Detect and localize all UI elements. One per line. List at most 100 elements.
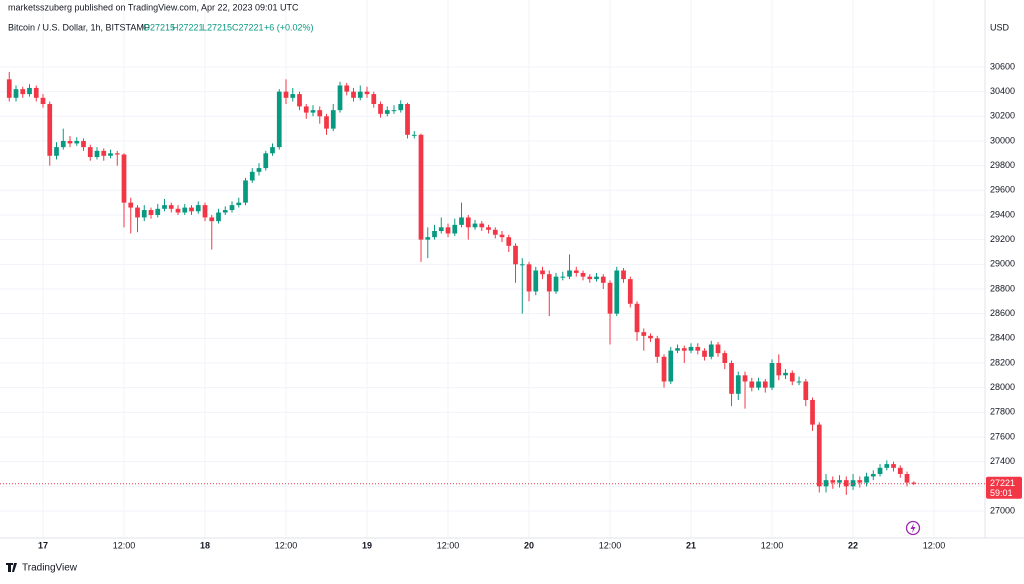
candle-body bbox=[290, 94, 296, 98]
candle-body bbox=[695, 346, 701, 351]
candle-body bbox=[175, 208, 181, 213]
candle-body bbox=[297, 94, 302, 107]
y-tick-label: 28000 bbox=[990, 382, 1015, 392]
currency: USD bbox=[990, 22, 1010, 32]
candle-body bbox=[573, 270, 579, 273]
y-tick-label: 29000 bbox=[990, 259, 1015, 269]
legend-low: L27215 bbox=[202, 22, 232, 32]
candle-body bbox=[47, 103, 53, 156]
candle-body bbox=[870, 473, 876, 477]
candle-body bbox=[438, 227, 444, 232]
candle-body bbox=[519, 264, 525, 266]
candle-body bbox=[135, 207, 140, 218]
candle-body bbox=[614, 270, 620, 314]
candle-body bbox=[121, 154, 127, 203]
x-tick-label: 12:00 bbox=[923, 540, 946, 550]
candle-body bbox=[546, 274, 552, 292]
candle-body bbox=[634, 303, 640, 333]
candle-body bbox=[384, 110, 390, 114]
candle-body bbox=[195, 205, 201, 212]
candle-body bbox=[749, 381, 755, 388]
y-tick-label: 28600 bbox=[990, 308, 1015, 318]
candle-body bbox=[391, 110, 397, 112]
candle-body bbox=[168, 205, 174, 209]
candle-body bbox=[33, 87, 39, 98]
candle-body bbox=[81, 140, 86, 148]
candle-body bbox=[864, 476, 869, 483]
candle-body bbox=[60, 140, 66, 148]
candle-body bbox=[337, 85, 343, 111]
candle-body bbox=[681, 348, 687, 351]
candle-body bbox=[904, 473, 910, 483]
candle-body bbox=[580, 272, 586, 277]
candle-body bbox=[769, 362, 775, 388]
candle-body bbox=[796, 381, 802, 383]
candle-body bbox=[148, 210, 154, 215]
legend-change: +6 (+0.02%) bbox=[264, 22, 314, 32]
candle-body bbox=[141, 210, 147, 218]
candle-body bbox=[607, 282, 613, 314]
legend-high: H27221 bbox=[172, 22, 204, 32]
candle-body bbox=[850, 480, 856, 487]
candle-body bbox=[830, 480, 836, 483]
candle-body bbox=[344, 85, 350, 92]
candle-body bbox=[405, 103, 410, 135]
candle-body bbox=[661, 356, 667, 382]
y-tick-label: 30000 bbox=[990, 135, 1015, 145]
candle-body bbox=[897, 467, 903, 474]
candle-body bbox=[857, 480, 863, 483]
candle-body bbox=[600, 276, 606, 283]
publisher: marketsszuberg published on TradingView.… bbox=[8, 2, 299, 12]
y-tick-label: 28800 bbox=[990, 283, 1015, 293]
candle-body bbox=[499, 234, 505, 238]
price-tag-value: 27221 bbox=[990, 478, 1015, 488]
candle-body bbox=[243, 180, 248, 203]
y-tick-label: 27000 bbox=[990, 505, 1015, 515]
symbol: Bitcoin / U.S. Dollar, 1h, BITSTAMP bbox=[8, 22, 150, 32]
y-tick-label: 27400 bbox=[990, 456, 1015, 466]
candle-body bbox=[330, 110, 336, 129]
logo-mark bbox=[6, 563, 17, 572]
candle-body bbox=[40, 97, 46, 104]
candle-body bbox=[87, 147, 93, 158]
candle-body bbox=[621, 270, 626, 280]
icon-circle bbox=[905, 520, 921, 536]
candle-body bbox=[567, 270, 572, 277]
candle-body bbox=[209, 217, 215, 222]
candle-body bbox=[6, 79, 12, 98]
x-tick-label: 12:00 bbox=[761, 540, 784, 550]
candle-body bbox=[729, 362, 734, 394]
x-tick-label: 12:00 bbox=[599, 540, 622, 550]
candle-body bbox=[472, 223, 478, 228]
candle-body bbox=[492, 229, 498, 235]
candle-body bbox=[189, 207, 194, 212]
candle-body bbox=[128, 202, 134, 208]
candle-body bbox=[67, 140, 73, 144]
candle-body bbox=[837, 480, 842, 483]
replay-icon[interactable] bbox=[905, 520, 921, 536]
candle-body bbox=[317, 110, 323, 117]
candle-body bbox=[364, 91, 370, 95]
candle-body bbox=[229, 205, 235, 211]
candle-body bbox=[540, 270, 545, 275]
candle-body bbox=[627, 279, 633, 304]
candle-body bbox=[533, 270, 539, 292]
candle-body bbox=[256, 168, 262, 172]
x-tick-label: 20 bbox=[524, 540, 534, 550]
icon-bolt bbox=[910, 523, 916, 533]
candle-body bbox=[479, 223, 485, 228]
candle-body bbox=[648, 335, 653, 339]
candle-body bbox=[216, 212, 221, 222]
candle-body bbox=[202, 205, 208, 218]
x-tick-label: 12:00 bbox=[437, 540, 460, 550]
y-tick-label: 29800 bbox=[990, 160, 1015, 170]
candle-body bbox=[276, 91, 282, 148]
candle-body bbox=[114, 153, 120, 155]
y-tick-label: 29400 bbox=[990, 209, 1015, 219]
candle-body bbox=[465, 217, 471, 228]
candle-body bbox=[432, 231, 437, 238]
candle-body bbox=[303, 106, 309, 113]
x-tick-label: 21 bbox=[686, 540, 696, 550]
